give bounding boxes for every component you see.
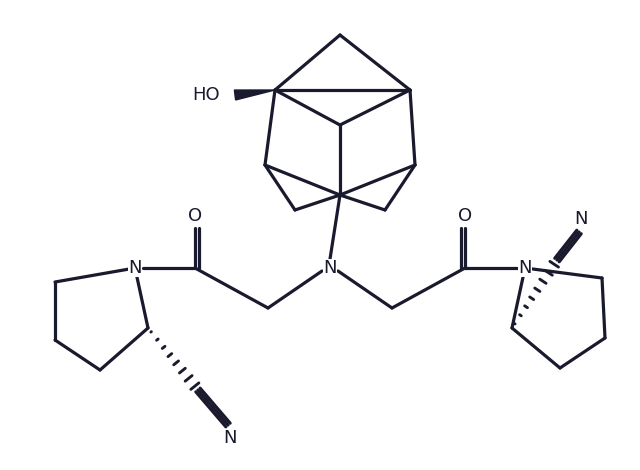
Polygon shape bbox=[234, 90, 275, 100]
Text: N: N bbox=[223, 429, 237, 447]
Text: N: N bbox=[128, 259, 141, 277]
Text: N: N bbox=[518, 259, 532, 277]
Text: N: N bbox=[574, 210, 588, 228]
Text: O: O bbox=[188, 207, 202, 225]
Text: O: O bbox=[458, 207, 472, 225]
Text: HO: HO bbox=[193, 86, 220, 104]
Text: N: N bbox=[323, 259, 337, 277]
